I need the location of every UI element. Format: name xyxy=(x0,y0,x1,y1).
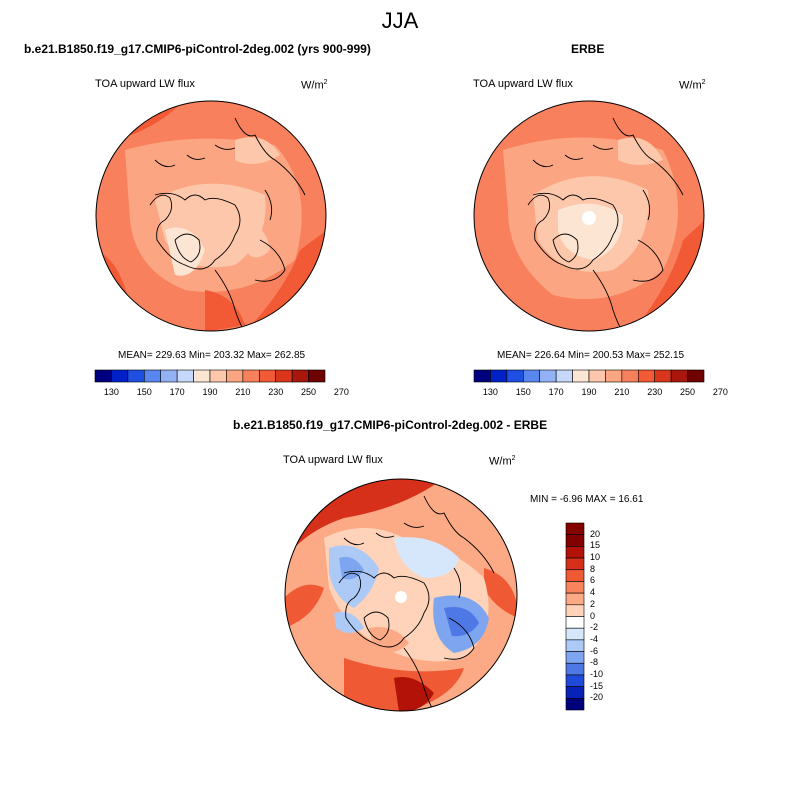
colorbar-swatch xyxy=(490,369,508,383)
colorbar-tick-label: -6 xyxy=(590,645,599,656)
colorbar-tick-label: -4 xyxy=(590,633,599,644)
panel-1-stats: MEAN= 229.63 Min= 203.32 Max= 262.85 xyxy=(118,350,306,361)
colorbar-swatch xyxy=(565,569,585,582)
panel-2-variable: TOA upward LW flux xyxy=(473,78,573,90)
colorbar-tick-label: -10 xyxy=(590,668,604,679)
colorbar-tick-label: 210 xyxy=(614,387,630,397)
panel-2-units: W/m2 xyxy=(679,79,706,92)
colorbar-tick-label: 20 xyxy=(590,528,601,539)
colorbar-tick-label: 230 xyxy=(647,387,663,397)
colorbar-swatch xyxy=(565,546,585,559)
colorbar-tick-label: 4 xyxy=(590,587,596,598)
colorbar-swatch xyxy=(565,522,585,535)
colorbar-swatch xyxy=(654,369,672,383)
colorbar-tick-label: -20 xyxy=(590,692,604,703)
panel-3-title: b.e21.B1850.f19_g17.CMIP6-piControl-2deg… xyxy=(233,418,548,432)
colorbar-swatch xyxy=(565,674,585,687)
colorbar-tick-label: 210 xyxy=(235,387,251,397)
colorbar-swatch xyxy=(193,369,211,383)
colorbar-swatch xyxy=(539,369,557,383)
colorbar-swatch xyxy=(473,369,491,383)
colorbar-tick-label: 270 xyxy=(712,387,728,397)
colorbar-tick-label: 170 xyxy=(548,387,564,397)
colorbar-tick-label: -8 xyxy=(590,657,599,668)
colorbar-tick-label: 0 xyxy=(590,610,596,621)
panel-1-variable: TOA upward LW flux xyxy=(95,78,195,90)
colorbar-tick-label: -15 xyxy=(590,680,604,691)
colorbar-swatch xyxy=(258,369,277,383)
colorbar-tick-label: 130 xyxy=(103,387,119,397)
panel-1-colorbar xyxy=(94,369,326,383)
colorbar-swatch xyxy=(506,369,524,383)
colorbar-swatch xyxy=(111,369,129,383)
colorbar-swatch xyxy=(275,369,293,383)
colorbar-tick-label: 150 xyxy=(136,387,152,397)
colorbar-tick-label: 190 xyxy=(581,387,597,397)
colorbar-tick-label: 170 xyxy=(169,387,185,397)
colorbar-swatch xyxy=(127,369,145,383)
panel-3-colorbar xyxy=(565,522,585,711)
panel-1-colorbar-ticks: 130 150 170 190 210 230 250 270 xyxy=(95,387,349,399)
colorbar-swatch xyxy=(637,369,656,383)
colorbar-swatch xyxy=(605,369,623,383)
panel-1-title: b.e21.B1850.f19_g17.CMIP6-piControl-2deg… xyxy=(24,42,371,56)
panel-3-polar-map xyxy=(284,478,518,712)
colorbar-swatch xyxy=(572,369,590,383)
panel-2-polar-map xyxy=(473,100,705,332)
colorbar-swatch xyxy=(565,557,585,571)
colorbar-tick-label: 8 xyxy=(590,563,596,574)
colorbar-swatch xyxy=(209,369,227,383)
panel-2-title: ERBE xyxy=(571,42,605,56)
panel-2-colorbar xyxy=(473,369,705,383)
panel-3-units: W/m2 xyxy=(489,455,516,468)
colorbar-swatch xyxy=(565,627,585,641)
colorbar-swatch xyxy=(565,698,585,711)
colorbar-swatch xyxy=(565,534,585,547)
colorbar-swatch xyxy=(94,369,112,383)
colorbar-swatch xyxy=(291,369,309,383)
colorbar-swatch xyxy=(226,369,244,383)
colorbar-tick-label: 270 xyxy=(333,387,349,397)
colorbar-tick-label: 10 xyxy=(590,552,601,563)
panel-3-variable: TOA upward LW flux xyxy=(283,454,383,466)
colorbar-tick-label: 6 xyxy=(590,575,596,586)
colorbar-swatch xyxy=(143,369,162,383)
panel-2-colorbar-ticks: 130 150 170 190 210 230 250 270 xyxy=(474,387,728,399)
colorbar-swatch xyxy=(670,369,688,383)
colorbar-tick-label: 190 xyxy=(202,387,218,397)
colorbar-swatch xyxy=(555,369,573,383)
colorbar-swatch xyxy=(176,369,194,383)
colorbar-swatch xyxy=(160,369,178,383)
panel-1-units: W/m2 xyxy=(301,79,328,92)
colorbar-swatch xyxy=(588,369,606,383)
colorbar-tick-label: -2 xyxy=(590,622,599,633)
panel-1-polar-map xyxy=(95,100,327,332)
colorbar-tick-label: 150 xyxy=(515,387,531,397)
colorbar-tick-label: 15 xyxy=(590,540,601,551)
colorbar-tick-label: 130 xyxy=(482,387,498,397)
panel-3-colorbar-ticks: 20 15 10 8 6 4 2 0 -2 -4 -6 -8 -10 -15 -20 xyxy=(590,523,620,710)
colorbar-tick-label: 250 xyxy=(301,387,317,397)
figure-title: JJA xyxy=(381,8,419,33)
colorbar-tick-label: 2 xyxy=(590,598,596,609)
colorbar-swatch xyxy=(565,616,585,629)
colorbar-tick-label: 250 xyxy=(680,387,696,397)
colorbar-swatch xyxy=(565,651,585,664)
colorbar-swatch xyxy=(565,686,585,699)
colorbar-swatch xyxy=(522,369,541,383)
colorbar-swatch xyxy=(565,592,585,606)
colorbar-swatch xyxy=(565,639,585,652)
colorbar-swatch xyxy=(687,369,705,383)
colorbar-tick-label: 230 xyxy=(268,387,284,397)
colorbar-swatch xyxy=(565,662,585,676)
colorbar-swatch xyxy=(565,604,585,617)
panel-2-stats: MEAN= 226.64 Min= 200.53 Max= 252.15 xyxy=(497,350,685,361)
colorbar-swatch xyxy=(308,369,326,383)
colorbar-swatch xyxy=(242,369,260,383)
colorbar-swatch xyxy=(565,581,585,594)
colorbar-swatch xyxy=(621,369,639,383)
panel-3-stats: MIN = -6.96 MAX = 16.61 xyxy=(530,494,644,505)
